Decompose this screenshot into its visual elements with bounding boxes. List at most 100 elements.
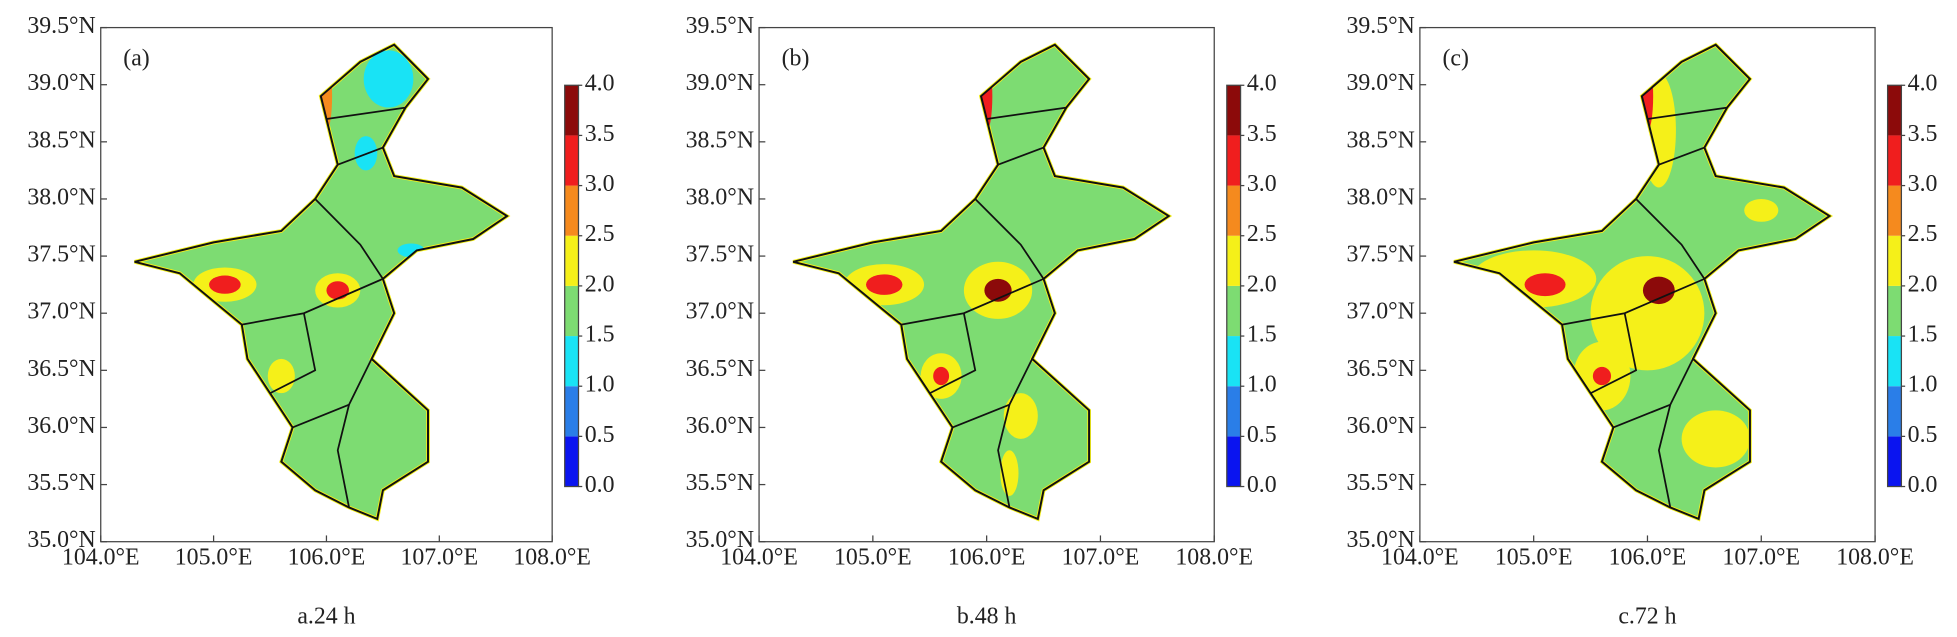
y-tick-label: 37.0°N — [1346, 299, 1414, 325]
colorbar-segment — [1226, 85, 1241, 136]
x-tick-label: 107.0°E — [400, 545, 478, 571]
x-tick-label: 106.0°E — [288, 545, 366, 571]
x-tick-label: 106.0°E — [948, 545, 1026, 571]
panel-caption: c.72 h — [1618, 604, 1676, 630]
y-tick-label: 36.5°N — [1346, 356, 1414, 382]
shading-patch — [326, 281, 350, 300]
shading-patch — [1681, 410, 1750, 468]
colorbar-segment — [564, 386, 579, 437]
colorbar-tick-label: 1.5 — [1908, 322, 1938, 348]
shading-patch — [1524, 273, 1566, 297]
district-border — [929, 313, 977, 395]
y-tick-label: 36.0°N — [686, 413, 754, 439]
colorbar-segment — [1887, 85, 1902, 136]
colorbar-segment — [1887, 185, 1902, 236]
region-outline — [134, 43, 509, 521]
colorbar-segment — [564, 135, 579, 186]
y-tick-label: 36.0°N — [1346, 413, 1414, 439]
colorbar-segment — [1887, 285, 1902, 337]
shading-patch — [209, 275, 241, 294]
shading-patch — [363, 50, 414, 108]
district-border — [1658, 146, 1705, 166]
y-tick-label: 38.5°N — [27, 127, 95, 153]
x-tick-label: 108.0°E — [1836, 545, 1914, 571]
colorbar-segment — [1226, 336, 1241, 387]
colorbar-segment — [564, 285, 579, 337]
colorbar-tick-label: 3.5 — [585, 121, 615, 147]
colorbar-segment — [1226, 386, 1241, 437]
shading-patch — [1592, 366, 1612, 386]
region-outline — [792, 43, 1171, 521]
x-tick-label: 105.0°E — [1495, 545, 1573, 571]
panel-label: (c) — [1442, 46, 1468, 72]
region-outline — [1453, 43, 1832, 521]
colorbar-tick-label: 0.5 — [585, 422, 615, 448]
colorbar-segment — [1887, 235, 1902, 286]
colorbar-tick-label: 3.0 — [1247, 171, 1277, 197]
colorbar-tick-label: 2.5 — [1247, 221, 1277, 247]
district-border — [986, 106, 1067, 120]
colorbar-tick-label: 2.0 — [585, 271, 615, 297]
colorbar-segment — [1226, 185, 1241, 236]
y-tick-label: 35.0°N — [686, 527, 754, 553]
x-tick-label: 105.0°E — [834, 545, 912, 571]
shading — [193, 50, 425, 394]
colorbar-segment — [1226, 436, 1241, 487]
district-border — [336, 404, 350, 508]
y-tick-label: 38.5°N — [1346, 127, 1414, 153]
colorbar-segment — [1887, 386, 1902, 437]
x-tick-label: 107.0°E — [1062, 545, 1140, 571]
shading-patch — [933, 366, 950, 386]
y-tick-label: 37.5°N — [686, 242, 754, 268]
panel-caption: b.48 h — [957, 604, 1017, 630]
colorbar-segment — [1887, 135, 1902, 186]
y-tick-label: 39.5°N — [1346, 13, 1414, 39]
colorbar-segment — [1226, 135, 1241, 186]
y-tick-label: 39.0°N — [1346, 70, 1414, 96]
y-tick-label: 35.5°N — [27, 470, 95, 496]
panel-label: (b) — [782, 46, 810, 72]
y-tick-label: 39.5°N — [27, 13, 95, 39]
district-border — [1590, 313, 1638, 395]
y-tick-label: 37.0°N — [686, 299, 754, 325]
x-tick-label: 108.0°E — [1175, 545, 1253, 571]
y-tick-label: 37.0°N — [27, 299, 95, 325]
panel-label: (a) — [123, 46, 149, 72]
x-tick-label: 108.0°E — [513, 545, 591, 571]
colorbar-tick-label: 0.5 — [1908, 422, 1938, 448]
colorbar-tick-label: 2.5 — [585, 221, 615, 247]
map-panel: (a) 35.0°N 35.5°N 36.0°N 36.5°N 37.0°N 37.5°N 3… — [27, 13, 614, 630]
map-panel: (c) 35.0°N 35.5°N 36.0°N 36.5°N 37.0°N 37.5°N 3… — [1346, 13, 1937, 630]
colorbar-tick-label: 0.0 — [1247, 472, 1277, 498]
colorbar-tick-label: 2.5 — [1908, 221, 1938, 247]
y-tick-label: 39.5°N — [686, 13, 754, 39]
colorbar-tick-label: 1.5 — [585, 322, 615, 348]
district-border — [974, 198, 1045, 280]
y-tick-label: 38.0°N — [27, 184, 95, 210]
colorbar-tick-label: 1.0 — [1908, 372, 1938, 398]
colorbar-segment — [564, 235, 579, 286]
shading-patch — [1642, 276, 1675, 305]
y-tick-label: 36.0°N — [27, 413, 95, 439]
y-tick-label: 39.0°N — [686, 70, 754, 96]
colorbar-segment — [564, 436, 579, 487]
colorbar-tick-label: 4.0 — [1908, 71, 1938, 97]
colorbar-tick-label: 1.0 — [1247, 372, 1277, 398]
district-border — [314, 198, 384, 280]
district-border — [326, 106, 406, 120]
y-tick-label: 38.0°N — [1346, 184, 1414, 210]
shading-patch — [1003, 393, 1038, 439]
shading — [844, 61, 1038, 497]
y-tick-label: 35.0°N — [27, 527, 95, 553]
colorbar-tick-label: 0.5 — [1247, 422, 1277, 448]
x-tick-label: 104.0°E — [720, 545, 798, 571]
colorbar-segment — [564, 336, 579, 387]
shading-patch — [1744, 198, 1779, 222]
y-tick-label: 35.0°N — [1346, 527, 1414, 553]
y-tick-label: 37.5°N — [27, 242, 95, 268]
colorbar-tick-label: 3.0 — [1908, 171, 1938, 197]
y-tick-label: 38.0°N — [686, 184, 754, 210]
x-tick-label: 106.0°E — [1609, 545, 1687, 571]
x-tick-label: 105.0°E — [175, 545, 253, 571]
